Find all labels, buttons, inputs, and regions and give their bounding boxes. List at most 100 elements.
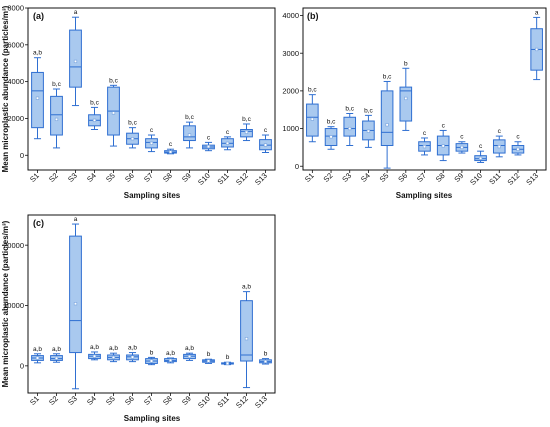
panel-b-significance-S4: b,c	[364, 107, 373, 114]
panel-a-significance-S10: c	[207, 134, 211, 141]
panel-a-xtick-label: S1	[28, 171, 41, 184]
panel-b-box-S3	[343, 116, 357, 137]
panel-b-mean-S11	[497, 144, 501, 149]
panel-b-significance-S2: b,c	[327, 119, 336, 126]
panel-c-mean-S13	[263, 359, 268, 364]
panel-c-xtick-label: S12	[234, 394, 250, 410]
panel-b-ytick-label: 0	[295, 162, 299, 171]
panel-b-ytick-label: 4000	[282, 11, 299, 20]
panel-a-mean-S10	[206, 144, 211, 149]
panel-b-mean-S5	[385, 123, 389, 127]
panel-b-xtick-label: S6	[396, 171, 409, 184]
panel-a-xtick-label: S2	[47, 171, 60, 184]
panel-b-significance-S1: b,c	[308, 87, 317, 94]
panel-c-xtick-label: S9	[180, 394, 193, 407]
panel-b-xtick-label: S12	[506, 171, 522, 187]
panel-a-xtick-label: S8	[161, 171, 174, 184]
panel-b-box-S6	[399, 86, 413, 122]
panel-c-xlabel: Sampling sites	[124, 414, 181, 423]
panel-a-significance-S4: b,c	[90, 99, 99, 106]
panel-a-significance-S1: a,b	[33, 50, 42, 57]
panel-a-significance-S2: b,c	[52, 81, 61, 88]
panel-c-significance-S9: a,b	[185, 345, 194, 352]
panel-a-ytick-label: 2000	[7, 114, 24, 123]
panel-b-ytick-label: 3000	[282, 49, 299, 58]
panel-c-mean-S10	[206, 359, 211, 363]
panel-a-xlabel: Sampling sites	[124, 191, 181, 200]
panel-a-ylabel: Mean microplastic abundance (particles/m…	[1, 5, 10, 172]
panel-c-xtick-label: S7	[142, 394, 155, 407]
panel-c-mean-S2	[54, 356, 59, 360]
panel-b-significance-S8: c	[442, 122, 446, 129]
panel-b-significance-S6: b	[404, 60, 408, 67]
panel-b-significance-S5: b,c	[383, 73, 392, 80]
panel-a-significance-S12: b,c	[242, 116, 251, 123]
panel-a-significance-S5: b,c	[109, 77, 118, 84]
panel-a-xtick-label: S5	[104, 171, 117, 184]
panel-c-ytick-label: 0	[20, 361, 24, 370]
panel-a-xtick-label: S3	[66, 171, 79, 184]
panel-b-xtick-label: S8	[434, 171, 447, 184]
panel-a-box-S3	[69, 29, 82, 88]
panel-c: (c) Sampling sites Mean microplastic abu…	[1, 214, 276, 423]
panel-c-significance-S3: a	[74, 216, 78, 223]
panel-a-mean-S11	[225, 141, 230, 145]
panel-c-significance-S7: b	[150, 349, 154, 356]
panel-b-mean-S10	[478, 156, 483, 160]
panel-c-significance-S2: a,b	[52, 346, 61, 353]
panel-c-xtick-label: S10	[196, 394, 212, 410]
panel-c-xtick-label: S6	[123, 394, 136, 407]
panel-c-mean-S3	[73, 302, 78, 306]
panel-c-significance-S8: a,b	[166, 350, 175, 357]
panel-c-xtick-label: S13	[253, 394, 269, 410]
panel-a-mean-S1	[35, 96, 40, 100]
panel-c-mean-S8	[168, 358, 173, 362]
panel-a-xtick-label: S10	[196, 171, 212, 187]
panel-a-mean-S3	[73, 59, 78, 64]
panel-a-xtick-label: S7	[142, 171, 155, 184]
panel-b-xtick-label: S9	[452, 171, 465, 184]
panel-a-ytick-label: 6000	[7, 40, 24, 49]
panel-a-mean-S7	[149, 141, 154, 145]
panel-a-mean-S13	[263, 143, 268, 147]
panel-a-ytick-label: 4000	[7, 77, 24, 86]
panel-a-xtick-label: S4	[85, 171, 98, 184]
panel-c-significance-S5: a,b	[109, 345, 118, 352]
panel-c-mean-S1	[35, 356, 40, 360]
panel-b-significance-S11: c	[498, 128, 502, 135]
panel-c-significance-S13: b	[264, 351, 268, 358]
panel-a-significance-S8: c	[169, 141, 173, 148]
panel-c-box-S12	[240, 300, 253, 362]
panel-c-significance-S12: a,b	[242, 284, 251, 291]
panel-c-ytick-label: 10000	[3, 301, 24, 310]
panel-a: (a) Sampling sites Mean microplastic abu…	[1, 4, 276, 200]
panel-b-mean-S1	[310, 117, 314, 121]
panel-b-label: (b)	[307, 11, 319, 21]
panel-b-mean-S7	[422, 144, 427, 149]
panel-c-ytick-label: 20000	[3, 241, 24, 250]
panel-a-xtick-label: S6	[123, 171, 136, 184]
panel-b-mean-S6	[404, 96, 408, 101]
panel-c-mean-S4	[92, 354, 97, 358]
panel-b: (b) Sampling sites 0 1000 2000 3000 4000 S1 b,…	[282, 7, 547, 200]
panel-b-xtick-label: S11	[487, 171, 502, 186]
panel-b-xtick-label: S2	[322, 171, 335, 184]
panel-b-xtick-label: S13	[524, 171, 540, 187]
panel-b-xtick-label: S1	[303, 171, 316, 184]
panel-b-mean-S12	[516, 147, 520, 151]
panel-c-marks: 0 10000 20000 S1 a,b S2 a,b S3 a S4 a,b S5 a,b S6 a,b S…	[3, 216, 272, 410]
panel-b-xtick-label: S4	[359, 171, 372, 184]
panel-c-mean-S9	[187, 354, 192, 359]
panel-b-mean-S9	[460, 145, 464, 150]
panel-a-mean-S5	[111, 111, 116, 115]
panel-a-xtick-label: S13	[253, 171, 269, 187]
panel-c-significance-S6: a,b	[128, 345, 137, 352]
panel-c-label: (c)	[33, 218, 44, 228]
panel-b-mean-S8	[441, 144, 445, 148]
panel-c-xtick-label: S3	[66, 394, 79, 407]
panel-b-xtick-label: S5	[378, 171, 391, 184]
panel-b-marks: 0 1000 2000 3000 4000 S1 b,c S2 b,c S3 b,c S4 b,c S5 b…	[282, 9, 543, 187]
panel-a-xtick-label: S11	[216, 171, 231, 186]
panel-a-box-S2	[50, 95, 63, 136]
panel-a-mean-S9	[187, 133, 192, 137]
